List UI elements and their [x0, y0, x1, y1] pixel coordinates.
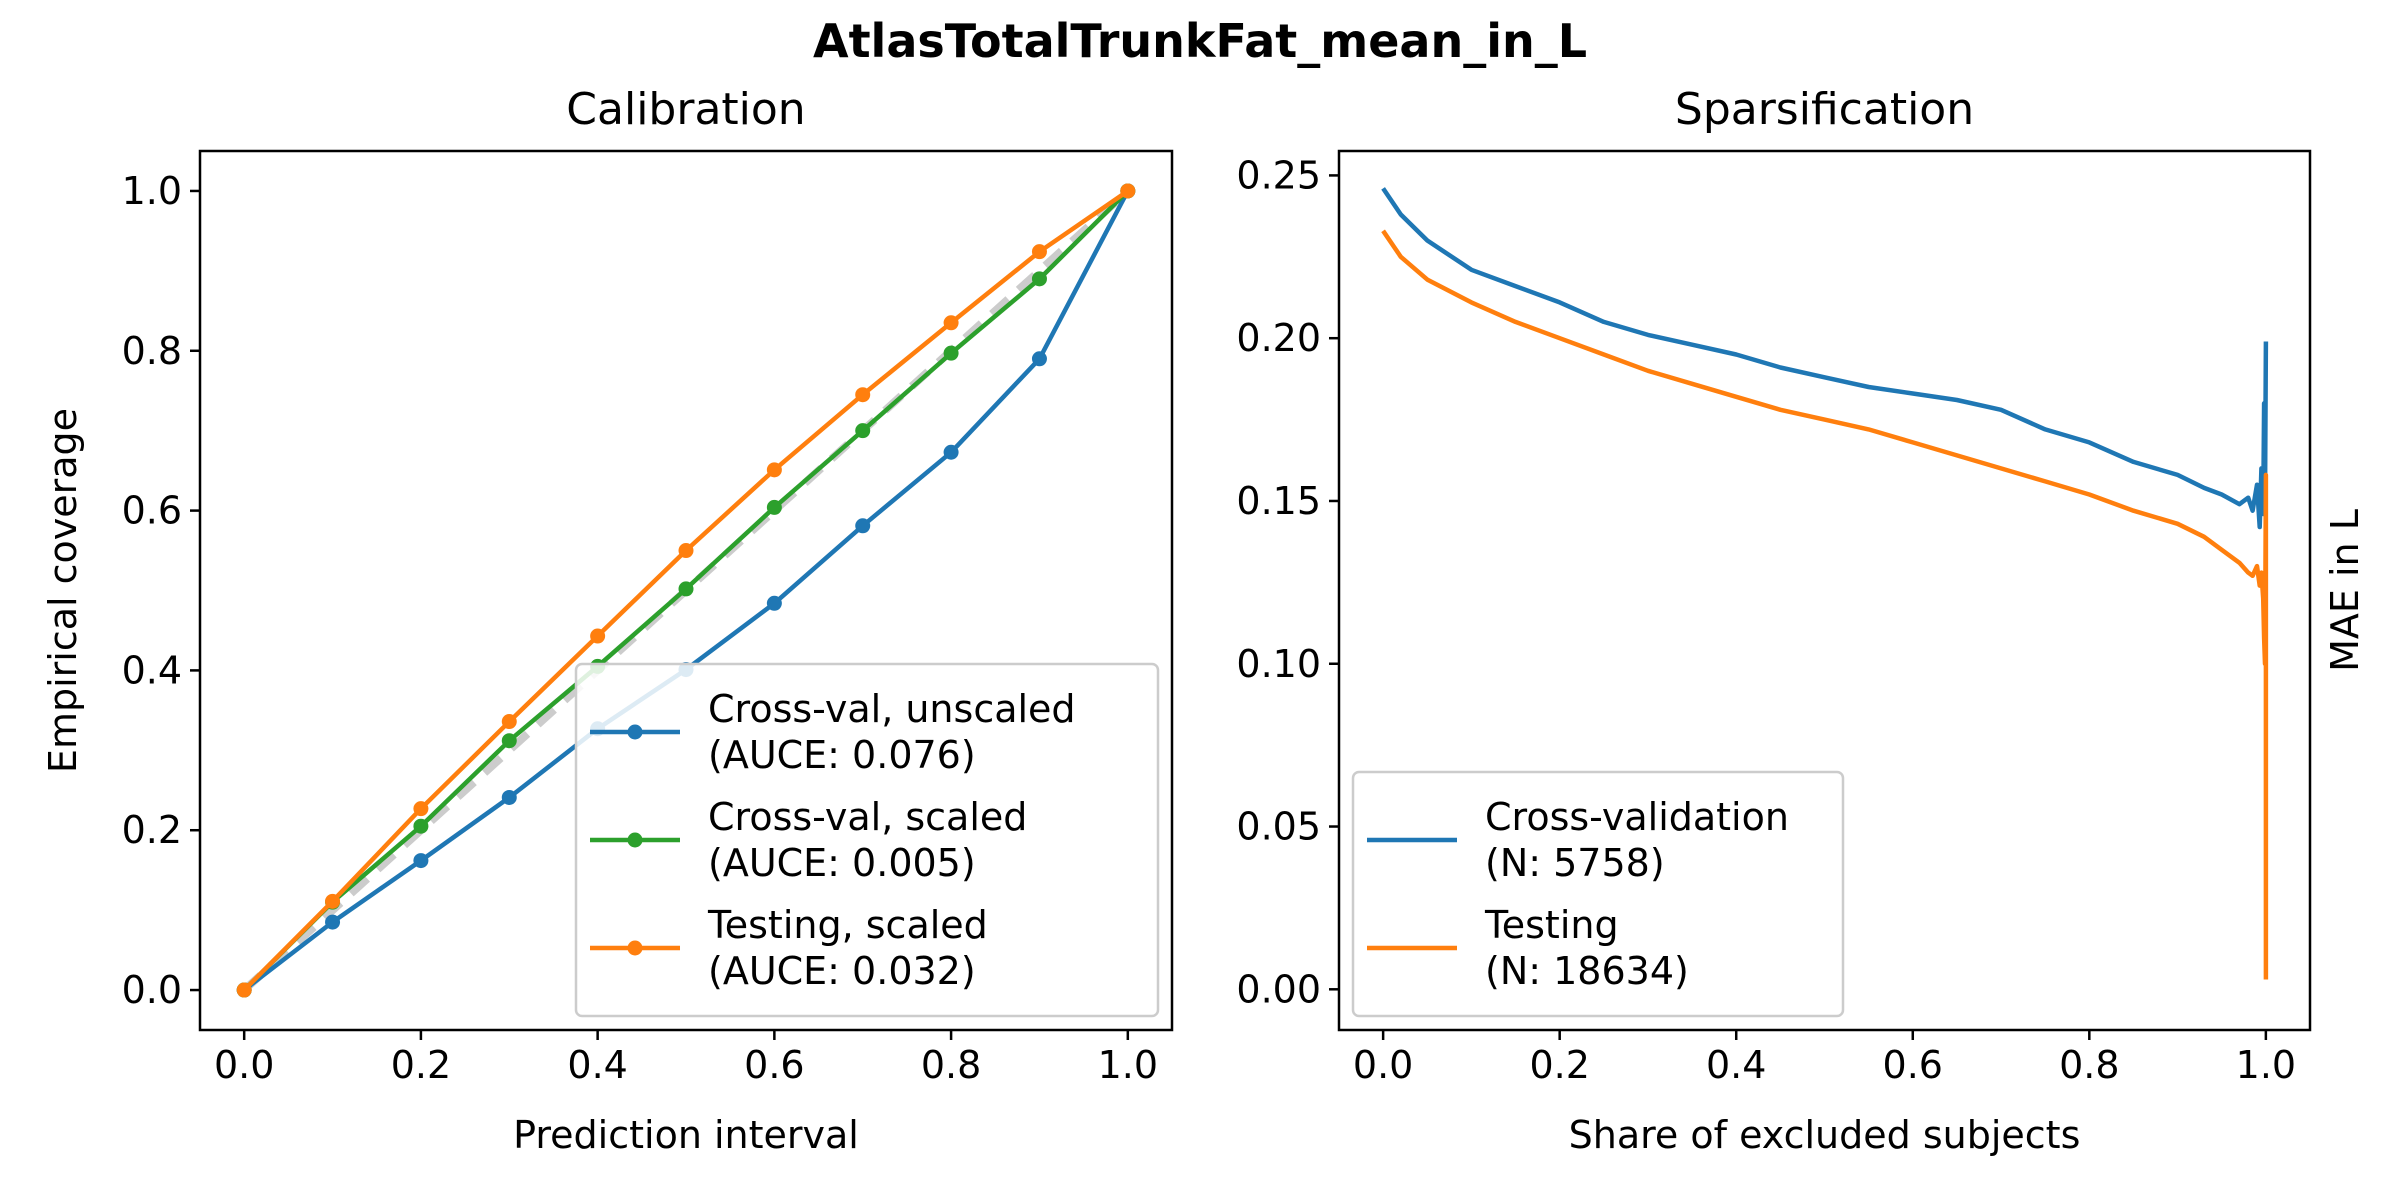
axes-frame — [1337, 149, 2312, 1032]
x-tick-label: 1.0 — [1098, 1043, 1158, 1087]
legend-swatch-marker — [627, 724, 643, 740]
x-tick-label: 0.8 — [2059, 1043, 2119, 1087]
sparsification-panel: Sparsification 0.0 0.2 0.4 0.6 0.8 1.0 0.00 0.05… — [1236, 84, 2367, 1157]
y-tick-label: 0.25 — [1236, 153, 1321, 197]
x-tick-label: 0.0 — [214, 1043, 274, 1087]
x-tick-label: 1.0 — [2236, 1043, 2296, 1087]
legend-entry-label: Testing, scaled — [707, 903, 988, 947]
y-tick-label: 0.00 — [1236, 967, 1321, 1011]
legend-box — [574, 662, 1160, 1018]
legend-entry-label: Testing — [1484, 903, 1619, 947]
calibration-panel: Calibration 0.0 0.2 0.4 0.6 0.8 1.0 0.0 0.2 0.4 0.… — [41, 84, 1174, 1157]
series-1-point — [678, 581, 694, 597]
legend-entry-detail: (N: 5758) — [1485, 841, 1665, 885]
series-2-point — [590, 628, 606, 644]
series-1-point — [1031, 271, 1047, 287]
series-2-point — [413, 801, 429, 817]
series-2-point — [501, 714, 517, 730]
y-tick-label: 0.10 — [1236, 642, 1321, 686]
y-tick-label: 0.6 — [122, 489, 182, 533]
y-tick-label: 0.0 — [122, 968, 182, 1012]
series-0-point — [1031, 351, 1047, 367]
series-1-point — [855, 423, 871, 439]
legend-entry-label: Cross-val, unscaled — [708, 687, 1076, 731]
legend-swatch-marker — [627, 940, 643, 956]
legend: Cross-val, unscaled(AUCE: 0.076) Cross-va… — [574, 662, 1160, 1018]
legend-entry-detail: (AUCE: 0.032) — [708, 949, 976, 993]
legend-entry-detail: (AUCE: 0.005) — [708, 841, 976, 885]
series-2-point — [678, 543, 694, 559]
x-tick-label: 0.6 — [1883, 1043, 1943, 1087]
x-tick-label: 0.0 — [1353, 1043, 1413, 1087]
series-1-point — [766, 499, 782, 515]
series-2-point — [325, 893, 341, 909]
x-axis-label: Prediction interval — [513, 1113, 859, 1157]
series-0-point — [943, 444, 959, 460]
series-1-point — [501, 733, 517, 749]
y-axis-label: MAE in L — [2323, 509, 2367, 672]
series-0-point — [325, 914, 341, 930]
x-tick-label: 0.6 — [744, 1043, 804, 1087]
series-0-point — [413, 853, 429, 869]
legend-entry-detail: (AUCE: 0.076) — [708, 733, 976, 777]
legend-entry-detail: (N: 18634) — [1485, 949, 1689, 993]
series-2-point — [766, 462, 782, 478]
series-2-point — [943, 315, 959, 331]
legend-box — [1351, 770, 1845, 1018]
panel-title: Calibration — [566, 84, 805, 135]
panel-title: Sparsification — [1675, 84, 1974, 135]
series-0-point — [855, 518, 871, 534]
legend-entry-label: Cross-val, scaled — [708, 795, 1027, 839]
legend-entry-label: Cross-validation — [1485, 795, 1789, 839]
y-tick-label: 0.4 — [122, 648, 182, 692]
y-tick-label: 0.2 — [122, 808, 182, 852]
series-2-point — [1120, 183, 1136, 199]
series-2-point — [1031, 244, 1047, 260]
x-tick-label: 0.2 — [391, 1043, 451, 1087]
series-2-point — [236, 982, 252, 998]
series-0-point — [501, 789, 517, 805]
x-tick-label: 0.8 — [921, 1043, 981, 1087]
series-line-0 — [1381, 187, 2269, 530]
series-1-point — [413, 818, 429, 834]
series-2-point — [855, 387, 871, 403]
axes-frame — [198, 149, 1174, 1032]
y-tick-label: 1.0 — [122, 169, 182, 213]
series-line-1 — [1381, 229, 2269, 980]
series-0-point — [766, 595, 782, 611]
legend: Cross-validation(N: 5758) Testing(N: 1863… — [1351, 770, 1845, 1018]
y-axis-label: Empirical coverage — [41, 408, 85, 773]
x-tick-label: 0.2 — [1529, 1043, 1589, 1087]
y-tick-label: 0.8 — [122, 329, 182, 373]
y-tick-label: 0.20 — [1236, 316, 1321, 360]
series-1-point — [943, 345, 959, 361]
legend-swatch-marker — [627, 832, 643, 848]
x-axis-label: Share of excluded subjects — [1569, 1113, 2081, 1157]
y-tick-label: 0.15 — [1236, 479, 1321, 523]
x-tick-label: 0.4 — [1706, 1043, 1766, 1087]
figure-suptitle: AtlasTotalTrunkFat_mean_in_L — [813, 14, 1587, 68]
y-tick-label: 0.05 — [1236, 805, 1321, 849]
x-tick-label: 0.4 — [567, 1043, 627, 1087]
